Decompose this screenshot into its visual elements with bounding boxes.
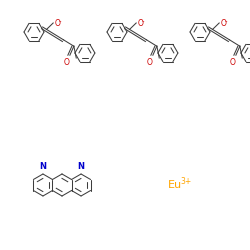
Text: O: O [230, 58, 236, 67]
Text: O: O [147, 58, 153, 67]
Text: -: - [142, 18, 144, 24]
Text: 3+: 3+ [180, 176, 191, 186]
Text: O: O [220, 18, 226, 28]
Text: O: O [137, 18, 143, 28]
Text: -: - [225, 18, 227, 24]
Text: O: O [64, 58, 70, 67]
Text: N: N [78, 162, 84, 171]
Text: O: O [54, 18, 60, 28]
Text: N: N [40, 162, 46, 171]
Text: Eu: Eu [168, 180, 182, 190]
Text: -: - [59, 18, 61, 24]
